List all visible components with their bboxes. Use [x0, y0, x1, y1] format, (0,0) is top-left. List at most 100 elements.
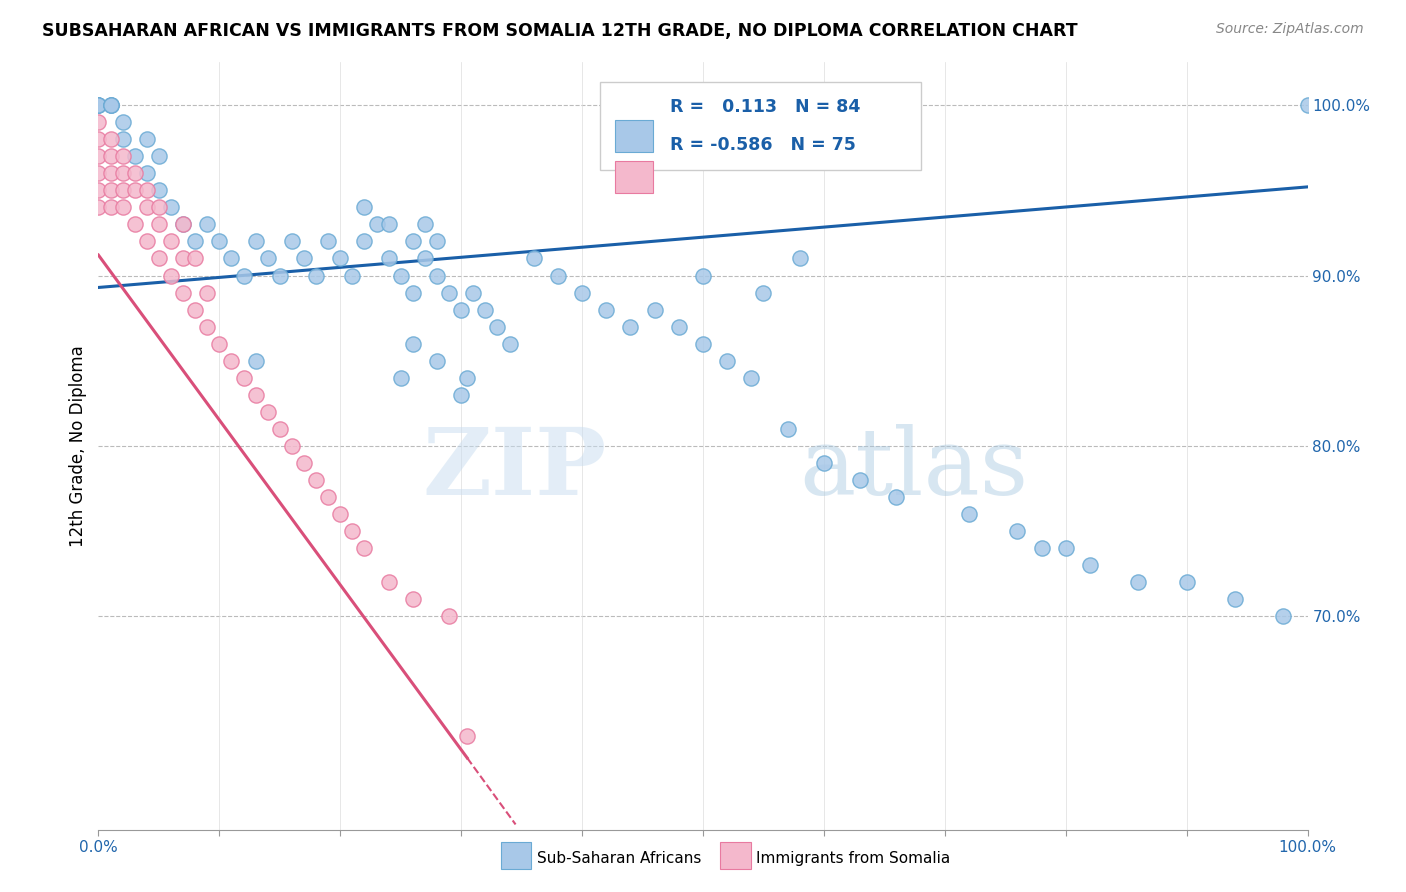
Point — [426, 235, 449, 249]
Point — [160, 200, 183, 214]
Point — [87, 183, 110, 197]
Point — [377, 252, 399, 266]
Point — [377, 575, 399, 590]
Point — [426, 353, 449, 368]
Point — [172, 285, 194, 300]
Point — [450, 302, 472, 317]
Point — [1031, 541, 1053, 556]
Point — [402, 592, 425, 607]
Point — [111, 115, 134, 129]
Point — [1007, 524, 1029, 539]
Point — [305, 268, 328, 283]
Bar — [614, 120, 654, 153]
Point — [342, 268, 364, 283]
Text: Sub-Saharan Africans: Sub-Saharan Africans — [537, 852, 702, 866]
Point — [256, 252, 278, 266]
Point — [498, 336, 520, 351]
Point — [316, 235, 339, 249]
Point — [402, 235, 425, 249]
Text: R =   0.113   N = 84: R = 0.113 N = 84 — [671, 98, 860, 116]
Text: ZIP: ZIP — [422, 424, 606, 514]
Point — [135, 132, 157, 146]
Point — [269, 422, 291, 436]
Point — [957, 507, 980, 521]
Point — [148, 183, 170, 197]
Point — [148, 149, 170, 163]
Point — [437, 285, 460, 300]
Point — [124, 166, 146, 180]
Point — [100, 183, 122, 197]
Text: Immigrants from Somalia: Immigrants from Somalia — [756, 852, 950, 866]
Text: Source: ZipAtlas.com: Source: ZipAtlas.com — [1216, 22, 1364, 37]
Point — [172, 218, 194, 232]
Point — [292, 252, 315, 266]
Point — [208, 336, 231, 351]
Point — [172, 252, 194, 266]
Point — [172, 218, 194, 232]
Point — [353, 235, 375, 249]
Point — [1296, 98, 1319, 112]
Point — [111, 149, 134, 163]
Point — [474, 302, 496, 317]
Point — [413, 218, 436, 232]
Point — [813, 456, 835, 470]
Point — [886, 490, 908, 504]
Text: atlas: atlas — [800, 424, 1029, 514]
Point — [281, 235, 304, 249]
Point — [245, 388, 267, 402]
Point — [87, 132, 110, 146]
Point — [100, 149, 122, 163]
Point — [1128, 575, 1150, 590]
Point — [316, 490, 339, 504]
Point — [389, 371, 412, 385]
Point — [450, 388, 472, 402]
Point — [292, 456, 315, 470]
FancyBboxPatch shape — [600, 81, 921, 169]
Point — [87, 98, 110, 112]
Point — [135, 166, 157, 180]
Point — [87, 200, 110, 214]
Point — [124, 218, 146, 232]
Point — [135, 235, 157, 249]
Point — [353, 200, 375, 214]
Point — [87, 98, 110, 112]
Text: SUBSAHARAN AFRICAN VS IMMIGRANTS FROM SOMALIA 12TH GRADE, NO DIPLOMA CORRELATION: SUBSAHARAN AFRICAN VS IMMIGRANTS FROM SO… — [42, 22, 1078, 40]
Point — [389, 268, 412, 283]
Point — [148, 252, 170, 266]
Point — [668, 319, 690, 334]
Point — [644, 302, 666, 317]
Point — [413, 252, 436, 266]
Point — [87, 98, 110, 112]
Point — [776, 422, 799, 436]
Point — [329, 507, 352, 521]
Point — [716, 353, 738, 368]
Point — [184, 302, 207, 317]
Point — [195, 319, 218, 334]
Point — [849, 473, 872, 487]
Point — [100, 98, 122, 112]
Point — [402, 336, 425, 351]
Text: R = -0.586   N = 75: R = -0.586 N = 75 — [671, 136, 856, 154]
Point — [463, 285, 485, 300]
Point — [221, 252, 243, 266]
Point — [111, 132, 134, 146]
Point — [1223, 592, 1246, 607]
Point — [571, 285, 593, 300]
Point — [100, 98, 122, 112]
Point — [87, 166, 110, 180]
Point — [135, 183, 157, 197]
Point — [232, 371, 254, 385]
Point — [148, 218, 170, 232]
Point — [111, 166, 134, 180]
Point — [353, 541, 375, 556]
Point — [1175, 575, 1198, 590]
Point — [195, 218, 218, 232]
Bar — [614, 161, 654, 193]
Point — [456, 371, 478, 385]
Point — [256, 405, 278, 419]
Point — [184, 235, 207, 249]
Point — [87, 149, 110, 163]
Point — [486, 319, 509, 334]
Point — [305, 473, 328, 487]
Point — [740, 371, 762, 385]
